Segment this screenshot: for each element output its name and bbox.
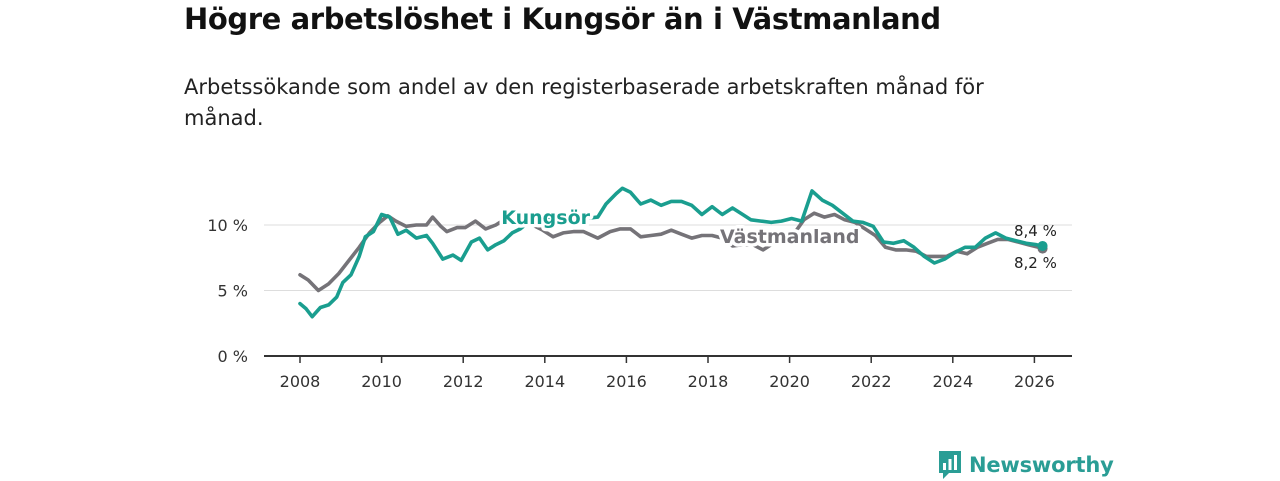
series-end-dot-kungsor	[1037, 240, 1048, 251]
x-tick-label: 2012	[443, 372, 484, 391]
series-label-kungsor: Kungsör	[501, 207, 590, 229]
newsworthy-logo: Newsworthy	[937, 449, 1114, 481]
x-tick-label: 2010	[361, 372, 402, 391]
x-tick-label: 2018	[688, 372, 729, 391]
series-label-vastmanland: Västmanland	[720, 226, 860, 248]
end-value-label-vastmanland: 8,2 %	[1014, 254, 1057, 272]
x-tick-label: 2020	[769, 372, 810, 391]
brand-name: Newsworthy	[969, 453, 1114, 477]
y-tick-label: 10 %	[207, 216, 248, 235]
x-tick-label: 2022	[851, 372, 892, 391]
x-tick-label: 2026	[1014, 372, 1055, 391]
x-tick-label: 2008	[280, 372, 321, 391]
x-tick-label: 2024	[932, 372, 973, 391]
x-tick-label: 2014	[524, 372, 565, 391]
y-tick-label: 0 %	[218, 347, 248, 366]
chart-title: Högre arbetslöshet i Kungsör än i Västma…	[184, 2, 941, 36]
x-tick-label: 2016	[606, 372, 647, 391]
newsworthy-icon	[939, 451, 961, 479]
series-line-kungsor	[298, 186, 1045, 319]
y-tick-label: 5 %	[218, 282, 248, 301]
chart-subtitle: Arbetssökande som andel av den registerb…	[184, 75, 984, 130]
end-value-label-kungsor: 8,4 %	[1014, 222, 1057, 240]
